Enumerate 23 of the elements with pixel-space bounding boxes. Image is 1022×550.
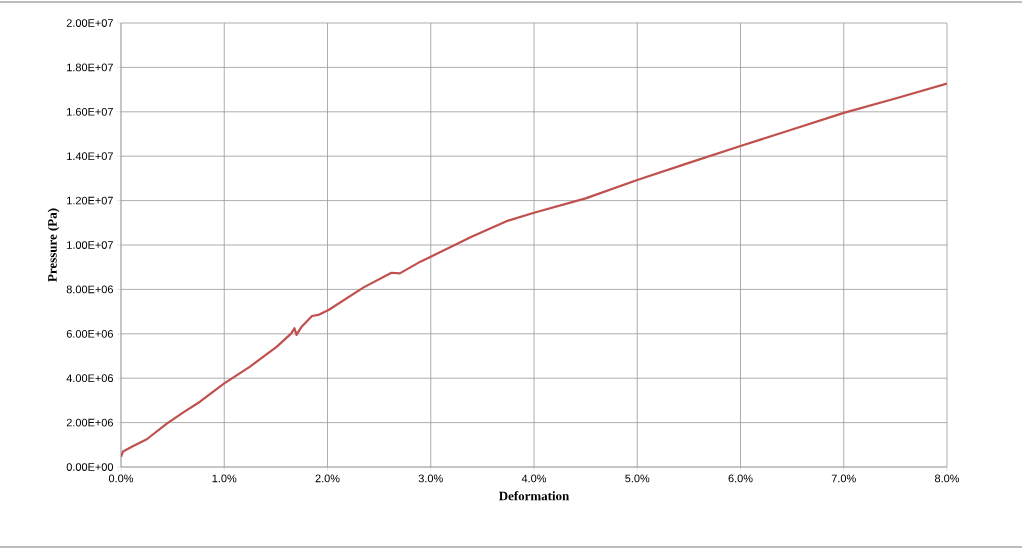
x-tick-label: 1.0%	[212, 474, 237, 483]
y-tick-label: 1.20E+07	[67, 196, 113, 205]
x-tick-label: 3.0%	[418, 474, 443, 483]
y-tick-label: 2.00E+06	[66, 418, 113, 427]
x-tick-label: 8.0%	[934, 474, 960, 483]
x-tick-label: 7.0%	[831, 474, 856, 483]
y-tick-label: 6.00E+06	[66, 329, 113, 338]
x-tick-label: 6.0%	[728, 474, 753, 483]
x-tick-label: 5.0%	[625, 474, 650, 483]
y-tick-label: 2.00E+07	[66, 19, 113, 27]
y-tick-label: 4.00E+06	[66, 374, 113, 383]
x-tick-label: 2.0%	[315, 474, 340, 483]
y-tick-label: 1.80E+07	[67, 63, 113, 72]
x-axis-title: Deformation	[498, 491, 570, 501]
x-tick-label: 0.0%	[108, 474, 134, 483]
y-tick-label: 1.00E+07	[67, 241, 113, 249]
y-axis-title: Pressure (Pa)	[47, 208, 60, 282]
line-series	[121, 82, 947, 458]
x-tick-label: 4.0%	[521, 474, 547, 483]
y-tick-label: 0.00E+00	[66, 463, 114, 471]
y-tick-label: 8.00E+06	[66, 285, 113, 294]
y-tick-label: 1.40E+07	[67, 152, 113, 161]
y-tick-label: 1.60E+07	[67, 107, 113, 116]
